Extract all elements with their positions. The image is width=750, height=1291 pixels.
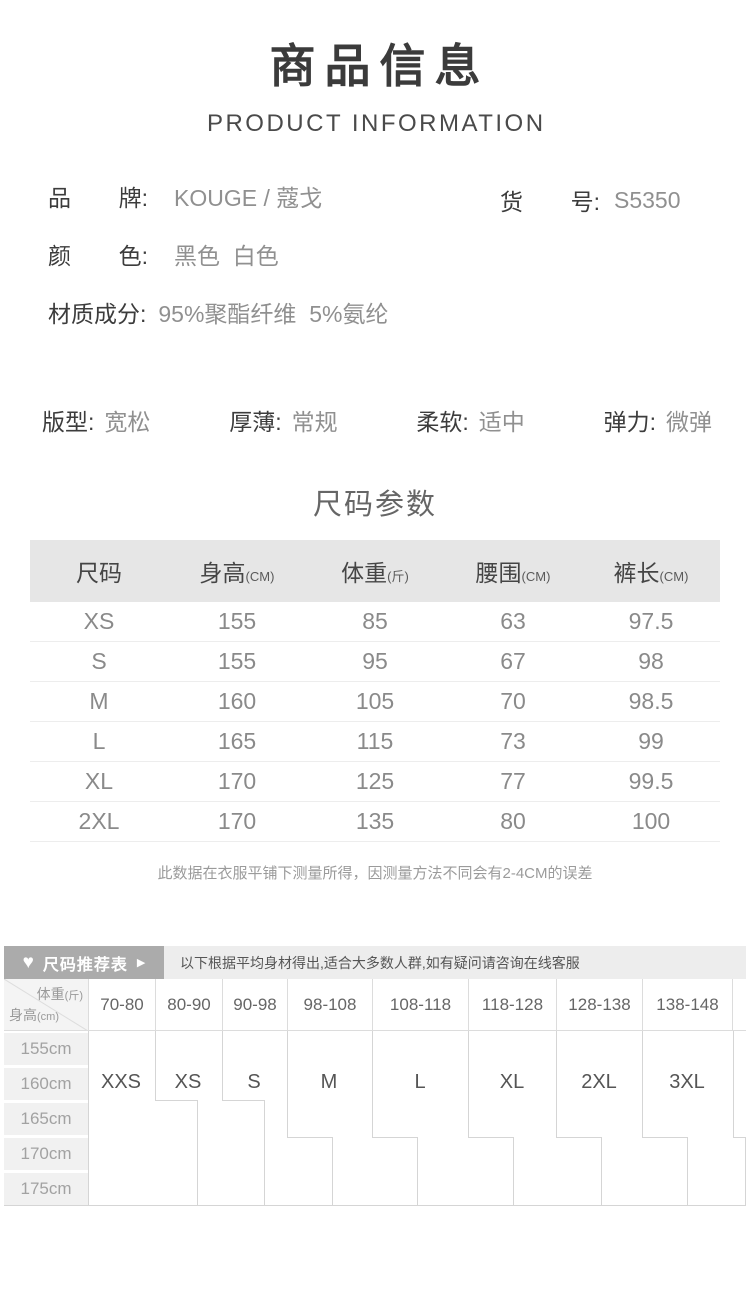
- col-waist: 腰围(CM): [475, 560, 551, 586]
- diagonal-corner-cell: 体重(斤) 身高(cm): [4, 979, 88, 1031]
- weight-range: 70-80: [88, 979, 155, 1030]
- banner-note: 以下根据平均身材得出,适合大多数人群,如有疑问请咨询在线客服: [164, 946, 746, 979]
- arrow-right-icon: ▶: [136, 957, 146, 969]
- table-row: S 155 95 67 98: [30, 642, 720, 682]
- size-table-header: 尺码 身高(CM) 体重(斤) 腰围(CM) 裤长(CM): [30, 540, 720, 602]
- corner-weight-label: 体重(斤): [36, 986, 83, 1002]
- recommendation-grid: 155cm 160cm 165cm 170cm 175cm XXS XS S M…: [4, 1031, 746, 1206]
- banner-label: ♥ 尺码推荐表 ▶: [4, 946, 164, 979]
- height-column: 155cm 160cm 165cm 170cm 175cm: [4, 1033, 88, 1208]
- weight-range: 108-118: [372, 979, 468, 1030]
- page-title: 商品信息: [269, 40, 490, 92]
- itemno-value: S5350: [614, 186, 681, 213]
- attr-softness: 柔软: 适中: [416, 409, 525, 435]
- recommended-size: 3XL: [669, 1071, 705, 1093]
- material-row: 材质成分: 95%聚酯纤维 5%氨纶: [48, 299, 708, 327]
- brand-row: 品牌: KOUGE / 蔻戈 货号: S5350: [48, 183, 708, 215]
- weight-range: 80-90: [155, 979, 222, 1030]
- color-label: 颜色:: [48, 243, 148, 269]
- table-row: M 160 105 70 98.5: [30, 682, 720, 722]
- recommended-size: 2XL: [581, 1071, 617, 1093]
- diagonal-line: [4, 979, 88, 1031]
- recommended-size: XL: [499, 1071, 525, 1093]
- table-row: XL 170 125 77 99.5: [30, 762, 720, 802]
- size-parameter-table: 尺码 身高(CM) 体重(斤) 腰围(CM) 裤长(CM) XS 155 85 63 9…: [30, 540, 720, 842]
- brand-label: 品牌:: [48, 185, 148, 211]
- weight-header-row: 体重(斤) 身高(cm) 70-80 80-90 90-98 98-108 10…: [4, 979, 746, 1031]
- weight-range: 98-108: [287, 979, 372, 1030]
- brand-value: KOUGE / 蔻戈: [174, 185, 323, 211]
- weight-range: 138-148: [642, 979, 733, 1030]
- attr-fit: 版型: 宽松: [42, 409, 151, 435]
- size-recommendation-chart: ♥ 尺码推荐表 ▶ 以下根据平均身材得出,适合大多数人群,如有疑问请咨询在线客服…: [4, 946, 746, 1206]
- banner-title: 尺码推荐表: [42, 956, 128, 974]
- height-row-label: 160cm: [4, 1068, 88, 1100]
- table-row: L 165 115 73 99: [30, 722, 720, 762]
- recommended-size: M: [320, 1071, 338, 1093]
- recommendation-banner: ♥ 尺码推荐表 ▶ 以下根据平均身材得出,适合大多数人群,如有疑问请咨询在线客服: [4, 946, 746, 979]
- recommended-size: L: [414, 1071, 426, 1093]
- height-row-label: 155cm: [4, 1033, 88, 1065]
- height-row-label: 165cm: [4, 1103, 88, 1135]
- page-subtitle: PRODUCT INFORMATION: [206, 110, 546, 137]
- table-row: 2XL 170 135 80 100: [30, 802, 720, 842]
- color-row: 颜色: 黑色 白色: [48, 241, 708, 269]
- staircase-grid-lines: [4, 1031, 746, 1206]
- itemno-label: 货号:: [500, 189, 600, 215]
- attr-thickness: 厚薄: 常规: [229, 409, 338, 435]
- weight-range: 90-98: [222, 979, 287, 1030]
- attributes-row: 版型: 宽松 厚薄: 常规 柔软: 适中 弹力: 微弹: [42, 403, 712, 437]
- material-value: 95%聚酯纤维 5%氨纶: [158, 301, 389, 327]
- recommended-size: XXS: [100, 1071, 142, 1093]
- material-label: 材质成分:: [48, 301, 147, 327]
- title-block: 商品信息 PRODUCT INFORMATION: [0, 30, 750, 138]
- color-value: 黑色 白色: [174, 243, 279, 269]
- weight-range: 118-128: [468, 979, 556, 1030]
- table-row: XS 155 85 63 97.5: [30, 602, 720, 642]
- col-pant-length: 裤长(CM): [613, 560, 689, 586]
- itemno-pair: 货号: S5350: [500, 183, 681, 217]
- attr-elasticity: 弹力: 微弹: [603, 409, 712, 435]
- recommended-size: S: [247, 1071, 261, 1093]
- measurement-note: 此数据在衣服平铺下测量所得，因测量方法不同会有2-4CM的误差: [157, 865, 593, 882]
- height-row-label: 175cm: [4, 1173, 88, 1205]
- col-size: 尺码: [76, 560, 122, 586]
- size-section-title: 尺码参数: [312, 489, 437, 521]
- col-weight: 体重(斤): [341, 560, 409, 586]
- corner-height-label: 身高(cm): [9, 1007, 59, 1023]
- col-height: 身高(CM): [199, 560, 275, 586]
- height-row-label: 170cm: [4, 1138, 88, 1170]
- recommended-size: XS: [174, 1071, 202, 1093]
- weight-range: 128-138: [556, 979, 642, 1030]
- heart-icon: ♥: [22, 951, 34, 973]
- product-details: 品牌: KOUGE / 蔻戈 货号: S5350 颜色: 黑色 白色 材质成分:…: [48, 183, 708, 357]
